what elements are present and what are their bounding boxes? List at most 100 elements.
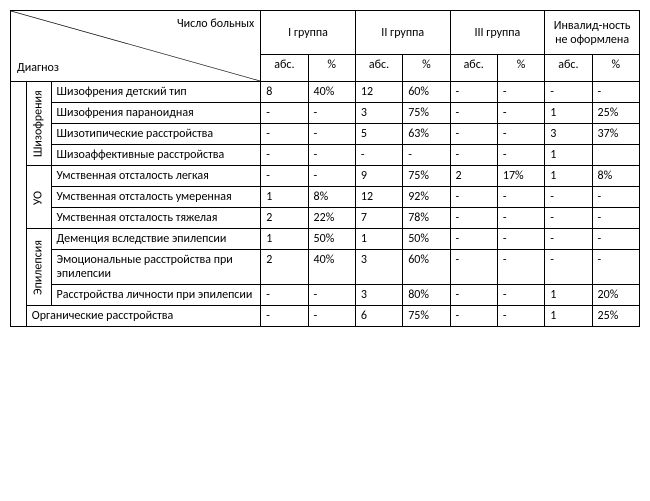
value-cell: - xyxy=(497,187,544,208)
group-header-2: III группа xyxy=(450,11,545,55)
value-cell: 3 xyxy=(355,103,402,124)
value-cell: 12 xyxy=(355,187,402,208)
value-cell: 60% xyxy=(403,82,450,103)
value-cell: 1 xyxy=(545,306,592,327)
value-cell: 2 xyxy=(261,250,308,285)
value-cell: 3 xyxy=(545,124,592,145)
value-cell: - xyxy=(497,82,544,103)
value-cell: - xyxy=(592,187,639,208)
value-cell: - xyxy=(308,285,355,306)
value-cell: - xyxy=(450,229,497,250)
value-cell: - xyxy=(261,145,308,166)
value-cell: - xyxy=(592,82,639,103)
value-cell: 50% xyxy=(308,229,355,250)
sub-pct-3: % xyxy=(592,55,639,82)
value-cell: 1 xyxy=(545,103,592,124)
value-cell: 6 xyxy=(355,306,402,327)
left-spacer xyxy=(11,82,27,327)
value-cell: - xyxy=(308,145,355,166)
value-cell: - xyxy=(450,82,497,103)
value-cell: - xyxy=(592,250,639,285)
group-header-0: I группа xyxy=(261,11,356,55)
value-cell: 92% xyxy=(403,187,450,208)
diag-cell: Шизофрения детский тип xyxy=(51,82,261,103)
diagnosis-table: Число больных Диагноз I группаII группаIII… xyxy=(10,10,640,327)
sub-pct-0: % xyxy=(308,55,355,82)
value-cell: 3 xyxy=(355,250,402,285)
sub-abs-0: абс. xyxy=(261,55,308,82)
value-cell: 3 xyxy=(355,285,402,306)
value-cell: 2 xyxy=(450,166,497,187)
value-cell: - xyxy=(450,208,497,229)
value-cell: 37% xyxy=(592,124,639,145)
diag-cell: Расстройства личности при эпилепсии xyxy=(51,285,261,306)
value-cell: - xyxy=(450,306,497,327)
value-cell: 25% xyxy=(592,103,639,124)
value-cell: - xyxy=(497,250,544,285)
value-cell: 1 xyxy=(261,229,308,250)
value-cell: 1 xyxy=(545,145,592,166)
sub-abs-3: абс. xyxy=(545,55,592,82)
diag-cell: Шизотипические расстройства xyxy=(51,124,261,145)
value-cell: - xyxy=(261,103,308,124)
value-cell: - xyxy=(261,166,308,187)
footer-diag: Органические расстройства xyxy=(26,306,260,327)
value-cell: - xyxy=(497,145,544,166)
value-cell: - xyxy=(355,145,402,166)
value-cell xyxy=(592,145,639,166)
group-header-3: Инвалид-ность не оформлена xyxy=(545,11,640,55)
value-cell: 78% xyxy=(403,208,450,229)
category-2: Эпилепсия xyxy=(26,229,51,306)
value-cell: 40% xyxy=(308,82,355,103)
value-cell: - xyxy=(403,145,450,166)
value-cell: 1 xyxy=(261,187,308,208)
header-diagonal: Число больных Диагноз xyxy=(11,11,261,82)
value-cell: - xyxy=(261,306,308,327)
value-cell: 8% xyxy=(308,187,355,208)
value-cell: - xyxy=(450,250,497,285)
header-patients: Число больных xyxy=(177,17,254,31)
value-cell: 8% xyxy=(592,166,639,187)
diag-cell: Умственная отсталость тяжелая xyxy=(51,208,261,229)
value-cell: - xyxy=(497,124,544,145)
category-0: Шизофрения xyxy=(26,82,51,166)
value-cell: - xyxy=(497,306,544,327)
diag-cell: Деменция вследствие эпилепсии xyxy=(51,229,261,250)
value-cell: 17% xyxy=(497,166,544,187)
value-cell: - xyxy=(450,187,497,208)
value-cell: - xyxy=(497,229,544,250)
diag-cell: Умственная отсталость легкая xyxy=(51,166,261,187)
header-diagnosis: Диагноз xyxy=(17,61,59,75)
diag-cell: Умственная отсталость умеренная xyxy=(51,187,261,208)
value-cell: - xyxy=(592,208,639,229)
value-cell: 60% xyxy=(403,250,450,285)
value-cell: - xyxy=(545,187,592,208)
value-cell: 2 xyxy=(261,208,308,229)
value-cell: - xyxy=(450,285,497,306)
value-cell: 75% xyxy=(403,166,450,187)
sub-abs-2: абс. xyxy=(450,55,497,82)
value-cell: 63% xyxy=(403,124,450,145)
group-header-1: II группа xyxy=(355,11,450,55)
diag-cell: Эмоциональные расстройства при эпилепсии xyxy=(51,250,261,285)
value-cell: - xyxy=(545,208,592,229)
value-cell: - xyxy=(261,124,308,145)
value-cell: - xyxy=(308,124,355,145)
value-cell: 22% xyxy=(308,208,355,229)
value-cell: 50% xyxy=(403,229,450,250)
value-cell: - xyxy=(450,124,497,145)
value-cell: - xyxy=(450,103,497,124)
value-cell: 1 xyxy=(355,229,402,250)
diag-cell: Шизофрения параноидная xyxy=(51,103,261,124)
value-cell: - xyxy=(497,208,544,229)
value-cell: - xyxy=(261,285,308,306)
value-cell: - xyxy=(592,229,639,250)
sub-pct-1: % xyxy=(403,55,450,82)
value-cell: - xyxy=(450,145,497,166)
value-cell: 20% xyxy=(592,285,639,306)
value-cell: 40% xyxy=(308,250,355,285)
value-cell: 9 xyxy=(355,166,402,187)
value-cell: - xyxy=(545,229,592,250)
category-1: УО xyxy=(26,166,51,229)
value-cell: 12 xyxy=(355,82,402,103)
